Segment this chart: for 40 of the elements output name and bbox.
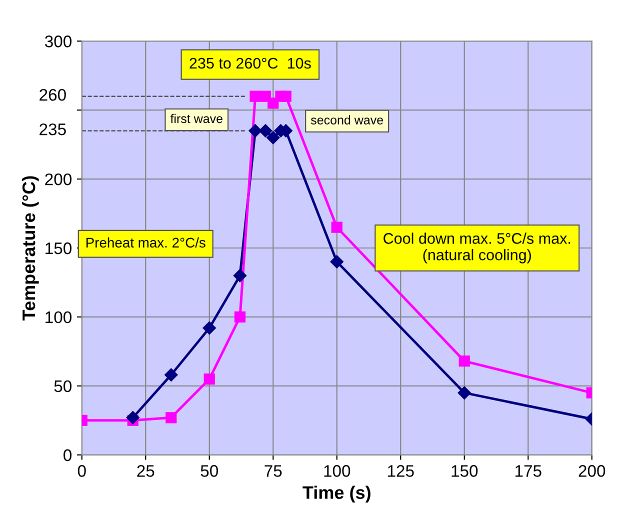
y-tick-label: 50 [54, 380, 72, 392]
x-tick-label: 25 [137, 465, 154, 477]
y-tick-label: 200 [45, 173, 72, 186]
point [233, 269, 247, 282]
x-tick-label: 50 [200, 465, 218, 477]
point [202, 321, 216, 335]
y-axis-title: Temperature (°C) [22, 176, 39, 320]
x-axis-title: Time (s) [302, 486, 370, 503]
annotation: 235 to 260°C 10s [190, 58, 311, 69]
annotation: first wave [170, 114, 222, 124]
point [458, 356, 470, 367]
ref-line-label: 235 [40, 123, 66, 136]
y-tick-label: 150 [46, 242, 72, 254]
point [164, 368, 178, 382]
annotation: second wave [310, 115, 384, 124]
y-tick-label: 0 [64, 449, 72, 462]
x-tick-label: 100 [324, 465, 350, 477]
x-tick-label: 150 [452, 465, 478, 477]
point [166, 412, 177, 424]
point [280, 90, 292, 102]
point [204, 373, 215, 385]
x-tick-label: 175 [515, 465, 542, 477]
x-tick-label: 0 [78, 465, 86, 477]
x-tick-label: 125 [388, 465, 414, 477]
ref-line-label: 260 [40, 88, 66, 101]
point [266, 131, 280, 144]
point [458, 386, 471, 400]
point [330, 255, 344, 268]
y-tick-label: 300 [44, 36, 72, 48]
point [331, 222, 342, 233]
x-tick-label: 200 [578, 465, 606, 477]
annotation: Preheat max. 2°C/s [86, 237, 206, 248]
y-tick-label: 100 [46, 311, 72, 324]
annotation: Cool down max. 5°C/s max. (natural cooling) [384, 232, 570, 264]
point [126, 411, 140, 424]
point [248, 124, 262, 138]
point [258, 124, 272, 138]
point [234, 311, 246, 323]
x-tick-label: 75 [264, 465, 282, 477]
point [250, 90, 261, 102]
